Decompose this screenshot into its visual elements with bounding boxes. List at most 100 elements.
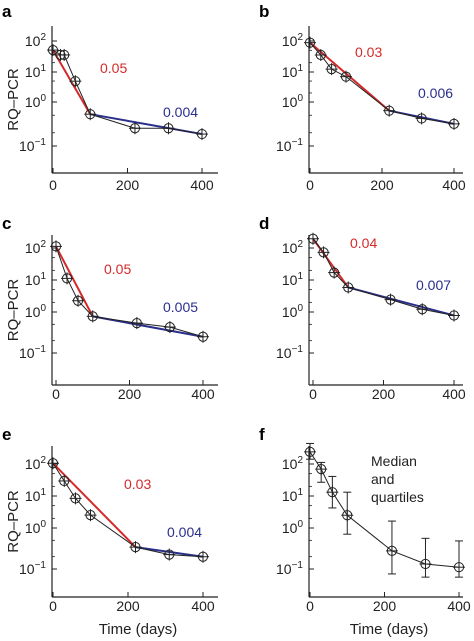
data-point [448,117,460,130]
x-axis-title: Time (days) [350,621,429,638]
y-tick-base: 10 [282,304,298,320]
y-tick-base: 10 [19,345,35,361]
data-point [419,558,432,570]
y-tick-label: 100 [25,303,47,320]
x-tick-label: 400 [447,598,471,614]
y-tick-base: 10 [25,33,41,49]
y-tick-base: 10 [276,345,292,361]
y-tick-base: 10 [25,520,41,536]
panel-letter: d [259,214,269,233]
x-tick-label: 0 [49,598,57,614]
y-tick-exponent: 2 [297,239,303,250]
data-point [86,310,99,323]
data-point [163,321,176,334]
y-tick-label: 10−1 [19,137,46,154]
data-point [84,509,97,522]
y-tick-base: 10 [25,488,41,504]
median-note-line: and [371,471,394,487]
slow-rate-label: 0.006 [418,85,453,101]
data-point [385,544,398,557]
y-tick-exponent: 2 [297,455,303,466]
y-tick-label: 10−1 [19,560,46,577]
panel-letter: e [2,425,11,444]
x-tick-label: 400 [191,598,215,614]
slow-rate-label: 0.005 [163,299,198,315]
data-point [47,44,59,57]
y-tick-exponent: −1 [35,137,47,148]
data-point [163,548,176,561]
y-tick-label: 100 [25,93,47,110]
x-tick-label: 0 [52,386,60,402]
data-point [197,330,209,343]
y-tick-base: 10 [282,240,298,256]
quartile-error-bar [421,537,430,578]
y-axis-title: RQ–PCR [5,68,22,131]
y-tick-exponent: 0 [297,93,303,104]
data-point [58,48,71,61]
y-tick-base: 10 [25,64,41,80]
data-point [69,75,82,88]
x-tick-label: 0 [306,177,314,193]
data-point [416,303,429,316]
y-tick-label: 100 [282,303,304,320]
data-point [84,108,97,121]
data-point [384,293,397,306]
data-point [314,49,327,61]
y-tick-label: 10−1 [276,344,303,361]
data-point [317,246,330,259]
panel-letter: f [259,425,265,444]
data-point [128,122,141,135]
fast-rate-label: 0.04 [350,235,377,251]
y-tick-exponent: 1 [40,63,46,74]
data-point [130,317,143,330]
median-line [309,451,460,568]
data-point [58,474,71,487]
y-tick-base: 10 [25,272,41,288]
y-tick-base: 10 [282,33,298,49]
data-point [326,486,339,499]
y-tick-exponent: −1 [35,344,47,355]
x-tick-label: 200 [372,386,396,402]
data-point [61,272,74,285]
x-tick-label: 0 [306,598,314,614]
y-tick-exponent: 0 [40,519,46,530]
median-note-line: Median [371,453,417,469]
y-tick-exponent: −1 [292,344,304,355]
y-tick-exponent: 2 [297,32,303,43]
data-point [328,266,341,279]
data-point [453,561,465,574]
y-tick-label: 101 [282,271,304,288]
x-tick-label: 400 [191,386,215,402]
y-tick-base: 10 [282,488,298,504]
data-point [448,309,460,322]
y-tick-exponent: 2 [40,455,46,466]
y-tick-label: 102 [25,455,47,472]
x-tick-label: 200 [118,386,142,402]
y-tick-base: 10 [19,561,35,577]
y-tick-base: 10 [25,456,41,472]
y-tick-exponent: 0 [40,303,46,314]
fast-phase-fit-line [52,49,92,115]
y-tick-base: 10 [25,304,41,320]
y-tick-exponent: −1 [292,137,304,148]
y-tick-base: 10 [282,64,298,80]
y-tick-exponent: 0 [297,303,303,314]
y-tick-label: 102 [282,32,304,49]
y-tick-label: 101 [25,63,47,80]
y-tick-label: 10−1 [276,137,303,154]
y-tick-base: 10 [282,456,298,472]
x-axis-title: Time (days) [99,621,178,638]
y-tick-base: 10 [25,240,41,256]
fast-rate-label: 0.03 [124,476,151,492]
y-tick-exponent: 1 [297,63,303,74]
y-tick-exponent: 1 [40,487,46,498]
fast-rate-label: 0.03 [355,44,382,60]
y-tick-label: 102 [25,239,47,256]
x-tick-label: 200 [116,598,140,614]
y-tick-exponent: 1 [297,271,303,282]
slow-rate-label: 0.007 [416,277,451,293]
slow-phase-fit-line [92,315,204,338]
y-tick-label: 102 [282,455,304,472]
